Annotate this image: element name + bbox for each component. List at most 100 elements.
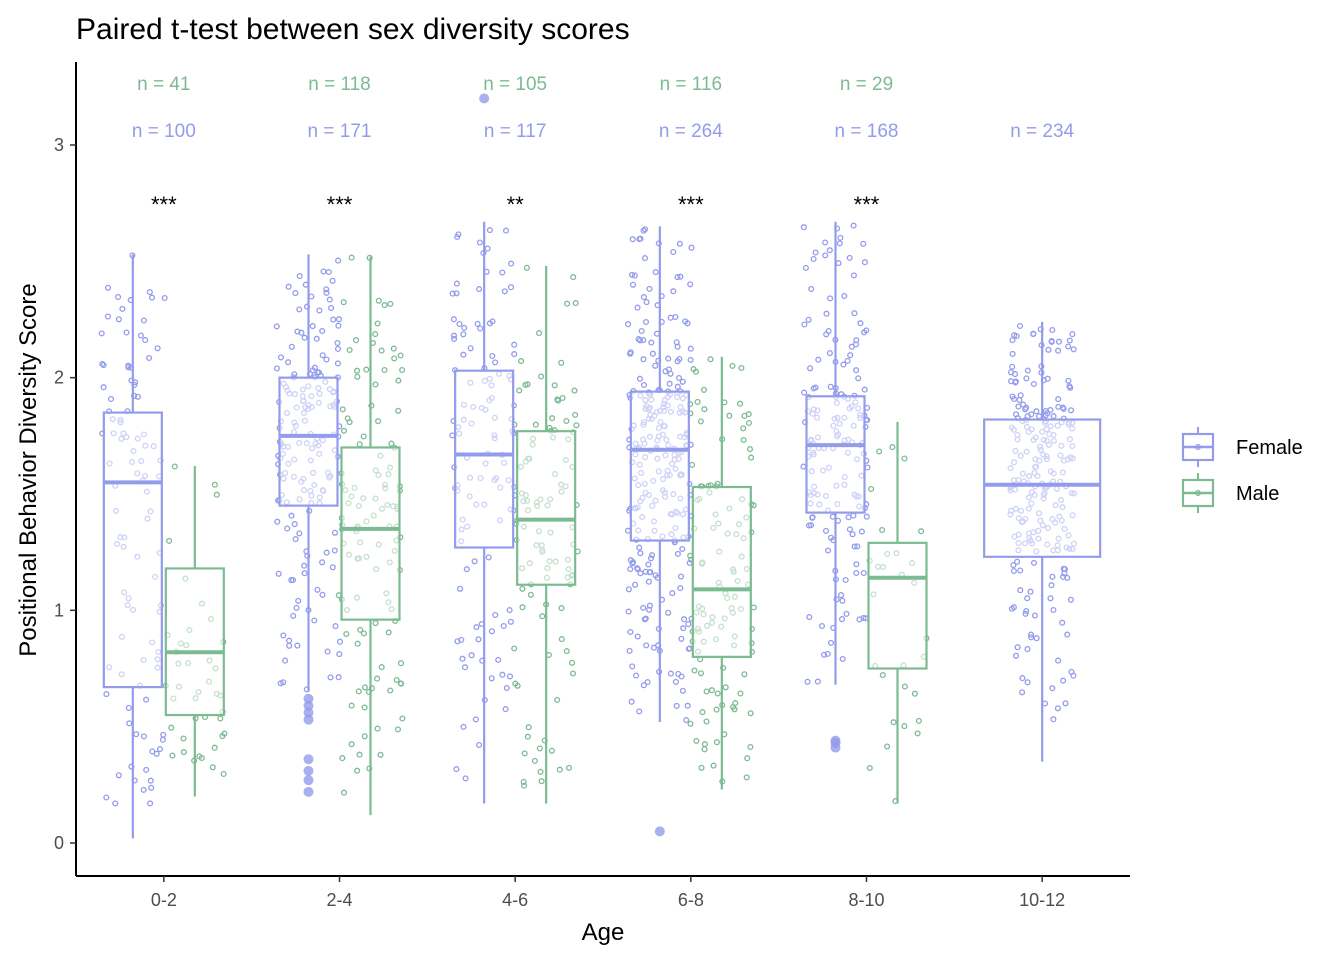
jitter-point — [485, 554, 492, 561]
x-axis-title: Age — [582, 919, 625, 946]
jitter-point — [1010, 395, 1018, 403]
jitter-point — [549, 415, 556, 422]
jitter-point — [316, 307, 323, 314]
jitter-point — [1014, 644, 1021, 651]
jitter-point — [809, 514, 816, 521]
jitter-point — [521, 782, 528, 789]
boxplot-male — [867, 421, 928, 804]
jitter-point — [503, 684, 510, 692]
jitter-point — [838, 592, 845, 599]
jitter-point — [348, 741, 355, 748]
jitter-point — [397, 352, 404, 359]
jitter-point — [335, 316, 343, 323]
jitter-point — [649, 350, 656, 357]
jitter-point — [486, 227, 493, 234]
jitter-point — [851, 543, 858, 550]
jitter-point — [631, 272, 638, 279]
jitter-point — [629, 663, 636, 670]
jitter-point — [112, 800, 119, 807]
jitter-point — [627, 566, 634, 573]
jitter-point — [815, 356, 822, 363]
jitter-point — [741, 671, 748, 678]
jitter-point — [1031, 612, 1038, 619]
jitter-point — [499, 671, 506, 678]
jitter-point — [319, 352, 326, 359]
box-body — [454, 369, 515, 549]
jitter-point — [274, 518, 281, 525]
jitter-point — [148, 784, 155, 791]
jitter-point — [672, 313, 679, 321]
jitter-point — [374, 675, 381, 682]
jitter-point — [652, 269, 659, 276]
jitter-point — [646, 606, 653, 613]
jitter-point — [161, 294, 168, 302]
jitter-point — [372, 331, 379, 338]
jitter-point — [650, 644, 657, 651]
jitter-point — [1055, 338, 1063, 345]
jitter-point — [632, 581, 639, 588]
jitter-point — [211, 481, 218, 488]
jitter-point — [640, 337, 647, 344]
jitter-point — [1055, 657, 1062, 664]
jitter-point — [564, 300, 571, 307]
jitter-point — [915, 717, 922, 724]
jitter-point — [140, 786, 147, 793]
x-tick-label: 2-4 — [326, 890, 352, 910]
jitter-point — [800, 224, 807, 231]
jitter-point — [634, 633, 641, 640]
jitter-point — [629, 281, 637, 288]
jitter-point — [642, 568, 649, 575]
jitter-point — [301, 562, 308, 569]
box-body — [516, 430, 577, 586]
jitter-point — [677, 573, 685, 580]
jitter-point — [713, 739, 720, 746]
jitter-point — [820, 651, 828, 658]
jitter-point — [372, 381, 379, 388]
legend-key-point — [1194, 490, 1201, 497]
jitter-point — [339, 755, 346, 762]
jitter-point — [334, 360, 341, 367]
jitter-point — [328, 304, 335, 312]
jitter-point — [866, 764, 873, 772]
jitter-point — [454, 233, 461, 241]
jitter-point — [1050, 413, 1057, 420]
jitter-point — [687, 720, 694, 727]
jitter-point — [1067, 596, 1074, 603]
jitter-point — [850, 222, 857, 229]
boxplots — [102, 93, 1102, 839]
jitter-point — [125, 364, 132, 371]
jitter-point — [737, 690, 744, 697]
jitter-point — [296, 530, 303, 537]
jitter-point — [571, 387, 578, 394]
jitter-point — [640, 381, 648, 389]
jitter-point — [115, 772, 122, 779]
jitter-point — [280, 632, 287, 639]
jitter-point — [285, 359, 292, 366]
jitter-point — [743, 774, 750, 781]
jitter-point — [699, 709, 706, 716]
jitter-point — [148, 294, 156, 301]
jitter-point — [532, 421, 539, 428]
jitter-point — [851, 310, 858, 317]
jitter-point — [293, 604, 300, 611]
jitter-point — [801, 389, 808, 396]
jitter-point — [1070, 672, 1077, 679]
jitter-point — [814, 678, 821, 685]
jitter-point — [674, 383, 681, 390]
jitter-point — [627, 628, 634, 636]
jitter-point — [1062, 700, 1069, 707]
jitter-point — [291, 521, 298, 528]
jitter-point — [527, 591, 534, 598]
jitter-point — [812, 249, 819, 256]
jitter-point — [142, 337, 149, 344]
jitter-point — [1022, 406, 1029, 413]
jitter-point — [879, 672, 886, 679]
jitter-point — [747, 743, 754, 751]
jitter-point — [107, 395, 115, 403]
jitter-point — [666, 380, 673, 387]
jitter-point — [323, 549, 330, 556]
jitter-point — [146, 354, 153, 362]
jitter-point — [1022, 610, 1029, 617]
jitter-point — [285, 283, 292, 290]
jitter-point — [1028, 411, 1035, 418]
